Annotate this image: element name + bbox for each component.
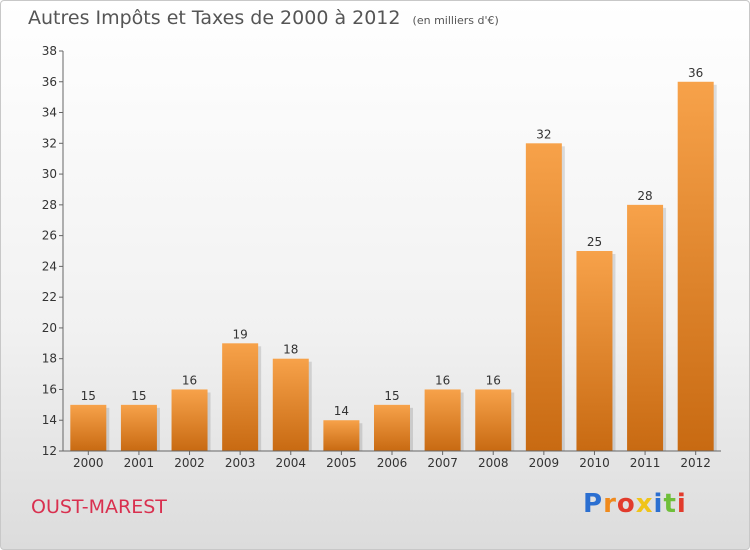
x-tick-label: 2008 — [478, 456, 509, 470]
bar-value-label: 36 — [688, 66, 703, 80]
x-tick-label: 2000 — [73, 456, 104, 470]
bar-value-label: 19 — [233, 327, 248, 341]
x-tick-label: 2011 — [630, 456, 661, 470]
y-tick-label: 34 — [42, 106, 57, 120]
y-tick-label: 22 — [42, 290, 57, 304]
y-tick-label: 24 — [42, 259, 57, 273]
bar-value-label: 15 — [131, 389, 146, 403]
bar-2000 — [70, 404, 107, 451]
bar-value-label: 16 — [182, 373, 197, 387]
x-tick-label: 2005 — [326, 456, 357, 470]
bar-value-label: 15 — [384, 389, 399, 403]
x-axis: 2000 2001 2002 2003 2004 2005 2006 2007 2008 2009… — [63, 450, 721, 470]
town-name: OUST-MAREST — [31, 496, 167, 518]
bar-2005 — [323, 420, 360, 451]
brand-letter: t — [663, 489, 677, 519]
x-tick-label: 2004 — [275, 456, 306, 470]
brand-letter: x — [635, 489, 654, 519]
y-tick-label: 36 — [42, 75, 57, 89]
bar-2009 — [525, 143, 562, 452]
chart-subtitle: (en milliers d'€) — [412, 14, 499, 27]
bar-2011 — [627, 204, 664, 451]
bar-2007 — [424, 389, 461, 451]
x-tick-label: 2003 — [225, 456, 256, 470]
bar-2010 — [576, 251, 613, 451]
y-tick-label: 32 — [42, 136, 57, 150]
chart-title-text: Autres Impôts et Taxes de 2000 à 2012 — [28, 7, 401, 29]
bar-2004 — [272, 358, 309, 451]
y-axis: 12 14 16 18 20 22 24 26 28 30 32 34 36 38 — [42, 44, 64, 458]
bar-value-label: 28 — [637, 189, 652, 203]
chart-title: Autres Impôts et Taxes de 2000 à 2012 (e… — [28, 7, 499, 29]
brand-letter: r — [603, 489, 617, 519]
x-tick-label: 2006 — [377, 456, 408, 470]
brand-letter: i — [676, 489, 687, 519]
brand-letter: P — [583, 489, 604, 519]
y-tick-label: 38 — [42, 44, 57, 58]
bar-value-label: 32 — [536, 127, 551, 141]
bar-2006 — [374, 404, 410, 451]
y-tick-label: 14 — [42, 413, 57, 427]
y-tick-label: 16 — [42, 382, 57, 396]
bar-2001 — [120, 404, 157, 451]
bars: 15 15 16 19 18 14 15 16 16 32 25 28 36 — [70, 66, 717, 452]
x-tick-label: 2010 — [579, 456, 610, 470]
y-tick-label: 20 — [42, 321, 57, 335]
bar-value-label: 14 — [334, 404, 349, 418]
bar-value-label: 16 — [435, 373, 450, 387]
x-tick-label: 2007 — [427, 456, 458, 470]
x-tick-label: 2001 — [124, 456, 155, 470]
bar-value-label: 15 — [81, 389, 96, 403]
bar-2002 — [171, 389, 208, 451]
bar-2012 — [677, 81, 714, 452]
brand-letter: o — [616, 489, 636, 519]
brand-letter: i — [653, 489, 664, 519]
y-tick-label: 12 — [42, 444, 57, 458]
y-tick-label: 18 — [42, 352, 57, 366]
y-tick-label: 30 — [42, 167, 57, 181]
bar-value-label: 25 — [587, 235, 602, 249]
y-tick-label: 26 — [42, 229, 57, 243]
bar-value-label: 18 — [283, 343, 298, 357]
x-tick-label: 2002 — [174, 456, 205, 470]
x-tick-label: 2009 — [529, 456, 560, 470]
bar-value-label: 16 — [486, 373, 501, 387]
bar-2003 — [222, 343, 259, 451]
x-tick-label: 2012 — [680, 456, 711, 470]
y-tick-label: 28 — [42, 198, 57, 212]
bar-2008 — [475, 389, 512, 451]
proxiti-logo: Proxiti — [583, 489, 687, 519]
